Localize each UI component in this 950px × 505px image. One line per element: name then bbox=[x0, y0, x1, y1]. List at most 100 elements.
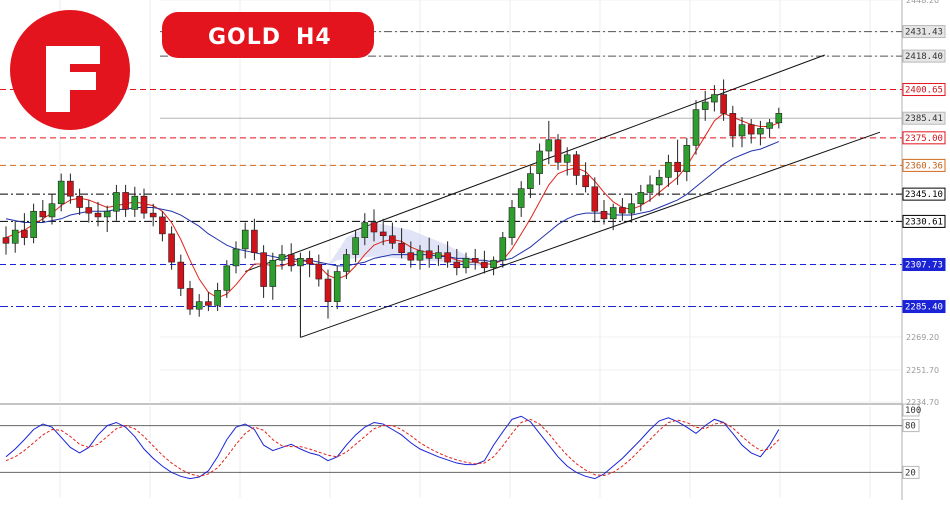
stochastic-tick-label: 20 bbox=[905, 468, 916, 478]
bullish-candle bbox=[361, 222, 369, 238]
bullish-candle bbox=[490, 259, 497, 269]
bearish-candle bbox=[2, 237, 10, 244]
level-price-tag: 2360.36 bbox=[905, 161, 943, 171]
logo-f-glyph bbox=[46, 46, 100, 112]
bullish-candle bbox=[545, 139, 553, 152]
level-price-tag: 2418.40 bbox=[905, 52, 943, 62]
bullish-candle bbox=[609, 207, 617, 220]
timeframe-label: H4 bbox=[296, 25, 332, 50]
bullish-candle bbox=[343, 254, 350, 272]
bullish-candle bbox=[517, 188, 525, 208]
candles bbox=[2, 79, 783, 319]
bearish-candle bbox=[94, 212, 102, 218]
moving-averages bbox=[5, 112, 779, 299]
bullish-candle bbox=[30, 210, 37, 238]
bearish-candle bbox=[251, 229, 258, 253]
bullish-candle bbox=[57, 180, 65, 205]
level-price-tag: 2385.41 bbox=[905, 114, 943, 124]
bullish-candle bbox=[214, 290, 221, 306]
bullish-candle bbox=[131, 195, 139, 210]
bullish-candle bbox=[103, 210, 111, 218]
bullish-candle bbox=[766, 122, 773, 129]
bullish-candle bbox=[195, 301, 203, 310]
level-price-tag: 2375.00 bbox=[905, 134, 943, 144]
bearish-candle bbox=[370, 222, 378, 233]
stochastic-tag-bg bbox=[902, 465, 920, 479]
bullish-candle bbox=[701, 101, 709, 110]
bearish-candle bbox=[379, 231, 387, 237]
level-price-tag-bg bbox=[902, 158, 946, 172]
bearish-candle bbox=[315, 263, 323, 280]
bullish-candle bbox=[416, 250, 424, 261]
bullish-candle bbox=[232, 248, 240, 267]
bearish-candle bbox=[140, 195, 148, 214]
bullish-candle bbox=[435, 252, 442, 259]
bearish-candle bbox=[186, 288, 194, 310]
trend-channel bbox=[245, 54, 881, 338]
bearish-candle bbox=[481, 261, 488, 269]
bullish-candle bbox=[352, 237, 359, 255]
level-price-tag-bg bbox=[902, 257, 946, 271]
level-price-tag-bg bbox=[902, 187, 946, 201]
stochastic-signal-line bbox=[5, 418, 780, 477]
bearish-candle bbox=[554, 139, 562, 163]
bearish-candle bbox=[159, 216, 166, 235]
bullish-candle bbox=[628, 203, 635, 214]
level-price-tag: 2285.40 bbox=[905, 303, 943, 313]
bearish-candle bbox=[76, 195, 83, 208]
bearish-candle bbox=[398, 242, 405, 253]
bearish-candle bbox=[21, 229, 28, 238]
bullish-candle bbox=[711, 94, 718, 103]
bearish-candle bbox=[205, 301, 212, 306]
bearish-candle bbox=[600, 210, 608, 220]
level-price-tag: 2400.65 bbox=[905, 86, 943, 96]
stochastic-main-line bbox=[5, 415, 780, 480]
bullish-candle bbox=[113, 192, 120, 212]
bullish-candle bbox=[536, 150, 543, 174]
bearish-candle bbox=[729, 113, 737, 137]
bearish-candle bbox=[407, 252, 415, 261]
level-price-tag: 2345.10 bbox=[905, 190, 943, 200]
bullish-candle bbox=[297, 258, 304, 267]
bearish-candle bbox=[425, 250, 433, 259]
bearish-candle bbox=[573, 154, 580, 176]
bullish-candle bbox=[646, 184, 654, 193]
bearish-candle bbox=[619, 207, 626, 214]
title-badge: GOLD H4 bbox=[162, 12, 374, 58]
bearish-candle bbox=[471, 258, 479, 263]
channel-lower-line bbox=[300, 131, 881, 338]
stochastic-tick-label: 80 bbox=[905, 422, 916, 432]
bullish-candle bbox=[333, 271, 341, 302]
title-badge-bg bbox=[162, 12, 374, 58]
channel-upper-line bbox=[245, 54, 825, 272]
stochastic-oscillator: 100 80 20 bbox=[0, 403, 921, 480]
bullish-candle bbox=[48, 203, 56, 218]
level-price-tag-bg bbox=[902, 300, 946, 314]
stochastic-tick-label: 100 bbox=[905, 406, 921, 416]
level-price-tag: 2307.73 bbox=[905, 260, 943, 270]
bullish-candle bbox=[499, 237, 507, 261]
bullish-candle bbox=[278, 254, 286, 261]
bearish-candle bbox=[720, 94, 727, 114]
bullish-candle bbox=[692, 109, 700, 146]
bearish-candle bbox=[306, 258, 313, 265]
bullish-candle bbox=[757, 128, 764, 135]
bearish-candle bbox=[85, 207, 93, 214]
bearish-candle bbox=[39, 210, 47, 218]
price-tick-label: 2448.20 bbox=[906, 0, 939, 5]
support-resistance-levels: 2431.43 2418.40 2400.65 2385.41 2375.00 2360.… bbox=[0, 25, 946, 314]
bullish-candle bbox=[508, 207, 516, 238]
bullish-candle bbox=[775, 113, 783, 124]
level-price-tag-bg bbox=[902, 111, 946, 125]
bearish-candle bbox=[582, 175, 589, 188]
bullish-candle bbox=[683, 145, 691, 173]
bearish-candle bbox=[389, 235, 396, 244]
price-tick-label: 2234.70 bbox=[906, 398, 939, 407]
level-price-tag-bg bbox=[902, 214, 946, 228]
level-price-tag-bg bbox=[902, 25, 946, 39]
bearish-candle bbox=[122, 192, 129, 210]
bullish-candle bbox=[11, 229, 19, 244]
level-price-tag: 2330.61 bbox=[905, 217, 943, 227]
price-axis: 2448.20 2269.20 2251.70 2234.70 bbox=[906, 0, 939, 407]
